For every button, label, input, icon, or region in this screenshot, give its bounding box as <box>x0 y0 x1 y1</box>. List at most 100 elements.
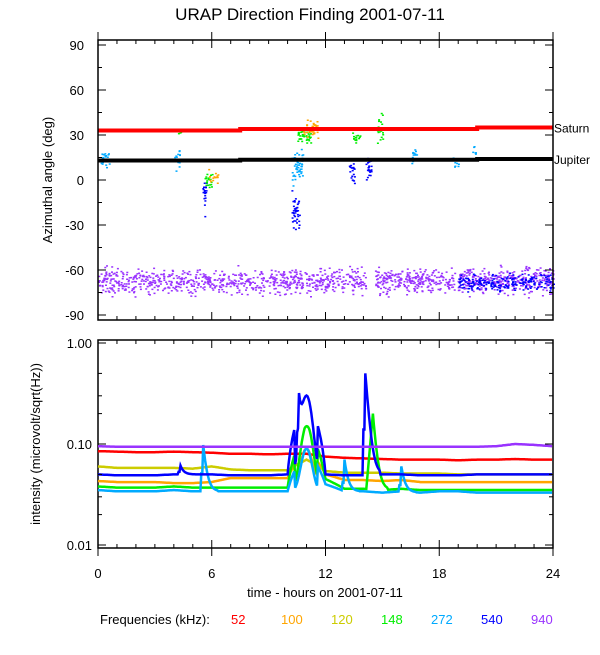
data-point <box>273 288 276 290</box>
data-point <box>237 280 240 282</box>
data-point <box>268 277 271 279</box>
data-point <box>141 270 144 272</box>
data-point <box>120 284 123 286</box>
data-point <box>530 275 533 278</box>
data-point <box>294 215 297 218</box>
data-point <box>172 270 175 273</box>
data-point <box>233 279 236 281</box>
data-point <box>459 277 462 279</box>
data-point <box>356 281 358 283</box>
data-point <box>420 277 423 279</box>
data-point <box>526 284 529 286</box>
data-point <box>203 204 206 206</box>
data-point <box>519 282 522 284</box>
data-point <box>111 271 113 273</box>
data-point <box>109 282 112 284</box>
data-point <box>505 278 508 280</box>
data-point <box>451 286 454 289</box>
data-point <box>354 137 357 139</box>
data-point <box>296 276 299 279</box>
data-point <box>377 131 380 134</box>
data-point <box>209 179 212 181</box>
data-point <box>261 295 264 297</box>
data-point <box>379 293 382 295</box>
data-point <box>309 120 312 122</box>
data-point <box>405 278 408 280</box>
data-point <box>321 279 324 281</box>
data-point <box>349 171 352 173</box>
data-point <box>369 171 372 173</box>
data-point <box>409 281 412 283</box>
data-point <box>382 282 385 285</box>
data-point <box>289 287 291 289</box>
data-point <box>290 293 293 295</box>
data-point <box>479 273 482 275</box>
data-point <box>254 270 257 272</box>
data-point <box>379 276 382 278</box>
data-point <box>282 282 285 284</box>
data-point <box>543 273 546 276</box>
data-point <box>477 279 480 282</box>
data-point <box>474 279 477 282</box>
data-point <box>382 138 385 140</box>
data-point <box>193 288 196 291</box>
data-point <box>387 296 390 298</box>
data-point <box>209 284 212 287</box>
data-point <box>203 286 206 288</box>
data-point <box>415 272 418 275</box>
data-point <box>118 280 121 283</box>
data-point <box>214 270 217 272</box>
data-point <box>355 272 358 274</box>
data-point <box>288 287 291 290</box>
data-point <box>297 210 300 212</box>
data-point <box>184 276 187 279</box>
data-point <box>286 276 289 279</box>
data-point <box>206 180 209 182</box>
data-point <box>512 274 515 276</box>
data-point <box>413 282 416 284</box>
data-point <box>484 277 487 280</box>
data-point <box>135 274 138 277</box>
data-point <box>160 273 163 276</box>
data-point <box>261 273 264 275</box>
data-point <box>387 271 390 274</box>
data-point <box>331 273 334 275</box>
data-point <box>289 283 291 285</box>
data-point <box>196 286 199 289</box>
data-point <box>430 274 433 276</box>
data-point <box>408 279 411 281</box>
data-point <box>334 286 337 289</box>
series-line-272 <box>97 444 553 494</box>
data-point <box>112 278 115 280</box>
data-point <box>229 282 232 284</box>
data-point <box>270 276 272 279</box>
data-point <box>298 224 301 226</box>
data-point <box>549 293 552 295</box>
data-point <box>364 285 367 287</box>
data-point <box>488 271 490 273</box>
data-point <box>500 266 503 268</box>
data-point <box>175 285 178 288</box>
data-point <box>294 178 297 181</box>
data-point <box>311 279 314 281</box>
data-point <box>333 290 336 293</box>
data-point <box>417 285 420 288</box>
data-point <box>292 175 295 177</box>
data-point <box>468 272 471 275</box>
data-point <box>464 280 466 282</box>
data-point <box>204 274 207 276</box>
data-point <box>230 280 233 282</box>
data-point <box>295 168 298 170</box>
data-point <box>111 287 114 289</box>
data-point <box>463 270 466 273</box>
data-point <box>213 287 216 289</box>
data-point <box>524 281 527 284</box>
data-point <box>490 284 493 287</box>
data-point <box>511 276 514 279</box>
data-point <box>514 281 517 283</box>
data-point <box>230 283 233 285</box>
data-point <box>298 170 301 172</box>
data-point <box>524 273 527 275</box>
data-point <box>506 285 509 288</box>
data-point <box>468 281 471 283</box>
